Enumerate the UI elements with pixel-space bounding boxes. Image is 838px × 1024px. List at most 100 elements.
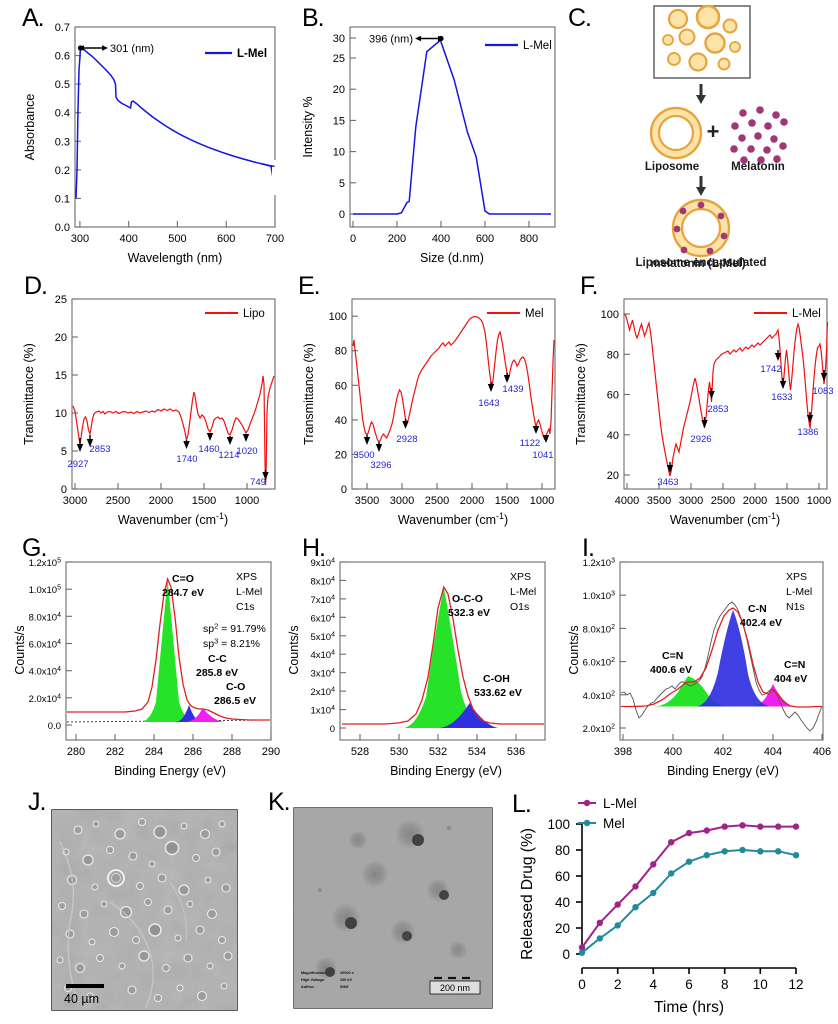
lmel-product-graphic bbox=[671, 198, 731, 258]
plot-frame bbox=[71, 298, 276, 490]
y-axis-ticks: 20 40 60 80 100 bbox=[601, 309, 630, 482]
xps-note-1: XPS bbox=[510, 571, 531, 583]
panel-a-ylabel: Absorbance bbox=[23, 94, 37, 161]
comp-g1-ev: 284.7 eV bbox=[162, 587, 204, 599]
panel-b-label: B. bbox=[302, 4, 325, 32]
comp-g3-ev: 286.5 eV bbox=[214, 695, 256, 707]
panel-d-ylabel: Transmittance (%) bbox=[22, 343, 36, 445]
tem-scalebar: 200 nm bbox=[429, 976, 481, 995]
y-axis-ticks: 0 1x104 2x104 3x104 4x104 5x104 6x104 7x… bbox=[310, 558, 346, 735]
meta-mag-val: 20000 x bbox=[340, 971, 355, 975]
xps-note-3: N1s bbox=[786, 601, 805, 613]
svg-text:1000: 1000 bbox=[807, 495, 831, 507]
svg-text:15: 15 bbox=[55, 370, 67, 382]
svg-text:800: 800 bbox=[520, 233, 538, 245]
svg-text:8.0x104: 8.0x104 bbox=[29, 612, 62, 624]
svg-text:25: 25 bbox=[333, 53, 345, 65]
panel-l-xlabel: Time (hrs) bbox=[654, 999, 724, 1016]
panel-a-label: A. bbox=[22, 4, 45, 32]
panel-f-ylabel: Transmittance (%) bbox=[574, 343, 588, 445]
panel-g-chart: 0.0 2.0x104 4.0x104 6.0x104 8.0x104 1.0x… bbox=[13, 558, 280, 779]
peak-label-1439: 1439 bbox=[502, 384, 523, 395]
svg-text:100: 100 bbox=[601, 309, 619, 321]
panel-f-label: F. bbox=[580, 272, 598, 300]
panel-i-label: I. bbox=[582, 534, 595, 562]
svg-text:5: 5 bbox=[61, 446, 67, 458]
comp-g2-name: C-C bbox=[208, 653, 227, 665]
svg-text:0: 0 bbox=[578, 977, 586, 992]
svg-text:0.4: 0.4 bbox=[55, 108, 70, 120]
plot-frame bbox=[349, 26, 556, 228]
svg-text:2500: 2500 bbox=[106, 495, 130, 507]
svg-text:530: 530 bbox=[390, 746, 408, 758]
arrow-down-2 bbox=[696, 176, 706, 196]
svg-text:8.0x102: 8.0x102 bbox=[583, 624, 616, 636]
component-c-n-blue bbox=[696, 610, 770, 707]
svg-text:0.6: 0.6 bbox=[55, 51, 70, 63]
panel-g-label: G. bbox=[22, 534, 47, 562]
peak-label-1633: 1633 bbox=[771, 392, 792, 403]
comp-i1-ev: 400.6 eV bbox=[650, 664, 692, 676]
x-axis-ticks: 4000 3500 3000 2500 2000 1500 1000 bbox=[615, 483, 831, 507]
svg-text:3x104: 3x104 bbox=[310, 668, 335, 680]
svg-text:20: 20 bbox=[555, 921, 570, 936]
svg-text:0.0: 0.0 bbox=[55, 222, 70, 234]
peak-label-1643: 1643 bbox=[478, 398, 499, 409]
svg-text:534: 534 bbox=[468, 746, 486, 758]
y-axis-ticks: 0.0 0.1 0.2 0.3 0.4 0.5 0.6 0.7 bbox=[55, 22, 81, 234]
plus-sign: + bbox=[707, 119, 720, 144]
svg-text:528: 528 bbox=[351, 746, 369, 758]
ftir-lipo-curve bbox=[72, 375, 275, 486]
panel-i-ylabel: Counts/s bbox=[567, 625, 581, 674]
svg-text:4.0x104: 4.0x104 bbox=[29, 666, 62, 678]
panel-l-chart: 0 20 40 60 80 100 0 2 4 6 8 10 12 bbox=[519, 796, 804, 1016]
panel-j-micrograph: J. bbox=[0, 782, 290, 1022]
svg-text:1.2x103: 1.2x103 bbox=[583, 558, 616, 570]
svg-text:2500: 2500 bbox=[425, 495, 449, 507]
svg-text:60: 60 bbox=[335, 380, 347, 392]
arrow-down-1 bbox=[696, 84, 706, 104]
comp-i2-name: C-N bbox=[748, 603, 767, 615]
peak-label-2927: 2927 bbox=[67, 459, 88, 470]
svg-text:2000: 2000 bbox=[149, 495, 173, 507]
svg-text:290: 290 bbox=[262, 746, 280, 758]
panel-g-ylabel: Counts/s bbox=[13, 625, 27, 674]
panel-i-xps-n1s: I. 2.0x102 4.0x102 6.0x102 8.0x102 1.0x1… bbox=[558, 532, 838, 782]
xps-note-3: C1s bbox=[236, 601, 255, 613]
panel-d-ftir-lipo: D. 0 5 10 15 20 25 3000 2500 2000 1500 1… bbox=[0, 272, 290, 530]
y-axis-ticks: 2.0x102 4.0x102 6.0x102 8.0x102 1.0x103 … bbox=[583, 558, 626, 735]
component-c-o-single bbox=[186, 708, 224, 722]
panel-k-label: K. bbox=[268, 788, 291, 816]
absorbance-curve bbox=[75, 45, 276, 199]
peak-label-3500: 3500 bbox=[353, 450, 374, 461]
x-axis-ticks: 300 400 500 600 700 bbox=[71, 221, 284, 245]
panel-a-annotation: 301 (nm) bbox=[110, 43, 154, 55]
panel-g-xlabel: Binding Energy (eV) bbox=[114, 764, 226, 778]
svg-text:1500: 1500 bbox=[775, 495, 799, 507]
svg-text:0: 0 bbox=[562, 947, 570, 962]
peak-label-1460: 1460 bbox=[198, 444, 219, 455]
peak-label-2853: 2853 bbox=[89, 444, 110, 455]
panel-g-xps-c1s: G. 0.0 2.0x104 4.0x104 6.0x104 8.0x104 1… bbox=[0, 532, 290, 782]
micrograph-content bbox=[52, 810, 237, 1010]
svg-text:7x104: 7x104 bbox=[310, 594, 335, 606]
series-lmel-points bbox=[578, 822, 800, 951]
comp-g2-ev: 285.8 eV bbox=[196, 667, 238, 679]
svg-text:600: 600 bbox=[217, 233, 235, 245]
xps-note-1: XPS bbox=[236, 571, 257, 583]
svg-text:2x104: 2x104 bbox=[310, 687, 335, 699]
panel-l-release: L. 0 20 40 60 80 100 0 2 4 6 8 10 12 bbox=[500, 782, 838, 1022]
panel-f-chart: 20 40 60 80 100 4000 3500 3000 2500 2000… bbox=[574, 298, 834, 527]
series-mel-points bbox=[578, 846, 800, 956]
tem-metadata: Magnification: 20000 x High Voltage: 200… bbox=[301, 971, 355, 989]
sp2-note: sp2 = 91.79% bbox=[203, 622, 266, 636]
panel-a-legend-label: L-Mel bbox=[237, 48, 267, 60]
svg-text:5: 5 bbox=[339, 178, 345, 190]
ftir-lmel-curve bbox=[624, 313, 829, 477]
peak-markers bbox=[666, 350, 828, 473]
panel-f-legend: L-Mel bbox=[754, 308, 821, 320]
svg-text:1000: 1000 bbox=[530, 495, 554, 507]
x-axis-ticks: 0 200 400 600 800 bbox=[350, 221, 538, 245]
peak-label-749: 749 bbox=[250, 477, 266, 488]
svg-text:100: 100 bbox=[329, 311, 347, 323]
